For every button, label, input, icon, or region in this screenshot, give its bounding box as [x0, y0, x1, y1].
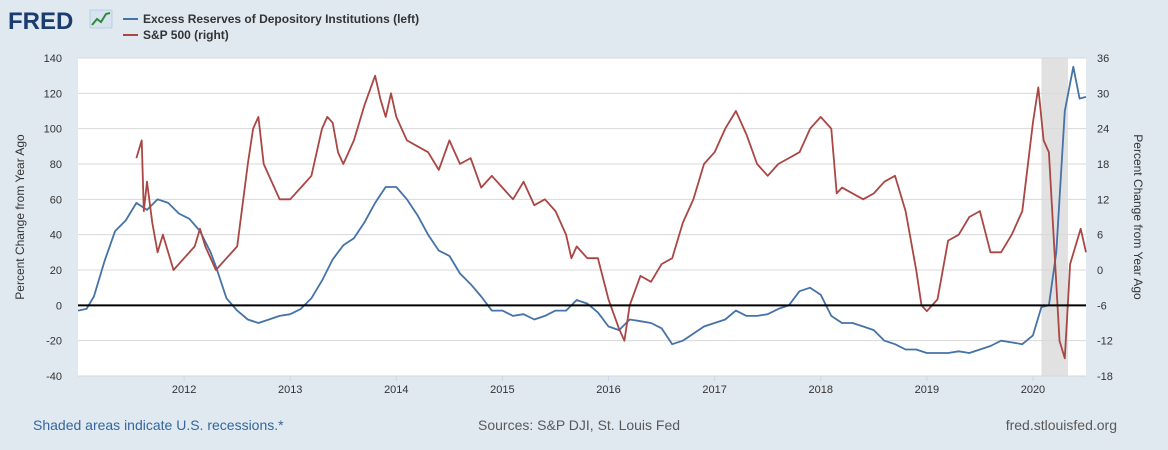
site-link[interactable]: fred.stlouisfed.org [1005, 417, 1117, 433]
chart-line-icon [89, 9, 113, 29]
x-tick-label: 2014 [384, 384, 408, 396]
left-axis-title: Percent Change from Year Ago [13, 134, 27, 300]
legend-label-sp500: S&P 500 (right) [143, 28, 229, 42]
right-tick-label: 0 [1097, 265, 1103, 277]
left-tick-label: 120 [44, 88, 62, 100]
series-layer [77, 65, 1087, 360]
legend-item-sp500[interactable]: S&P 500 (right) [123, 28, 229, 42]
right-tick-label: 24 [1097, 124, 1109, 136]
right-tick-label: -18 [1097, 371, 1113, 383]
recessions-note-link[interactable]: Shaded areas indicate U.S. recessions.* [33, 417, 284, 433]
left-tick-label: -40 [46, 371, 62, 383]
fred-logo[interactable]: FRED [8, 8, 113, 35]
sources-text: Sources: S&P DJI, St. Louis Fed [478, 417, 681, 433]
x-tick-label: 2013 [278, 384, 302, 396]
x-axis-ticks: 2012 2013 2014 2015 2016 2017 2018 2019 2020 [172, 376, 1045, 396]
series-line-excess-reserves [77, 65, 1087, 354]
left-tick-label: 40 [50, 230, 62, 242]
left-tick-label: -20 [46, 336, 62, 348]
right-tick-label: 18 [1097, 159, 1109, 171]
left-tick-label: 20 [50, 265, 62, 277]
left-tick-label: 100 [44, 124, 62, 136]
plot-area [78, 58, 1086, 376]
left-tick-label: 0 [56, 300, 62, 312]
right-axis-ticks: 36 30 24 18 12 6 0 -6 -12 -18 [1097, 53, 1113, 383]
x-tick-label: 2016 [596, 384, 620, 396]
right-tick-label: -12 [1097, 336, 1113, 348]
logo-text: FRED [8, 8, 73, 35]
x-tick-label: 2020 [1021, 384, 1045, 396]
legend: Excess Reserves of Depository Institutio… [123, 12, 419, 42]
right-tick-label: 6 [1097, 230, 1103, 242]
left-tick-label: 140 [44, 53, 62, 65]
legend-item-reserves[interactable]: Excess Reserves of Depository Institutio… [123, 12, 419, 26]
x-tick-label: 2015 [490, 384, 514, 396]
right-tick-label: -6 [1097, 300, 1107, 312]
right-tick-label: 30 [1097, 88, 1109, 100]
x-tick-label: 2018 [808, 384, 832, 396]
right-tick-label: 12 [1097, 194, 1109, 206]
right-tick-label: 36 [1097, 53, 1109, 65]
left-tick-label: 60 [50, 194, 62, 206]
recession-band [1041, 58, 1068, 376]
x-tick-label: 2012 [172, 384, 196, 396]
right-axis-title: Percent Change from Year Ago [1131, 134, 1145, 300]
left-tick-label: 80 [50, 159, 62, 171]
series-line-sp500 [135, 74, 1087, 360]
x-tick-label: 2019 [915, 384, 939, 396]
left-axis-ticks: 140 120 100 80 60 40 20 0 -20 -40 [44, 53, 62, 383]
x-tick-label: 2017 [702, 384, 726, 396]
legend-label-reserves: Excess Reserves of Depository Institutio… [143, 12, 419, 26]
